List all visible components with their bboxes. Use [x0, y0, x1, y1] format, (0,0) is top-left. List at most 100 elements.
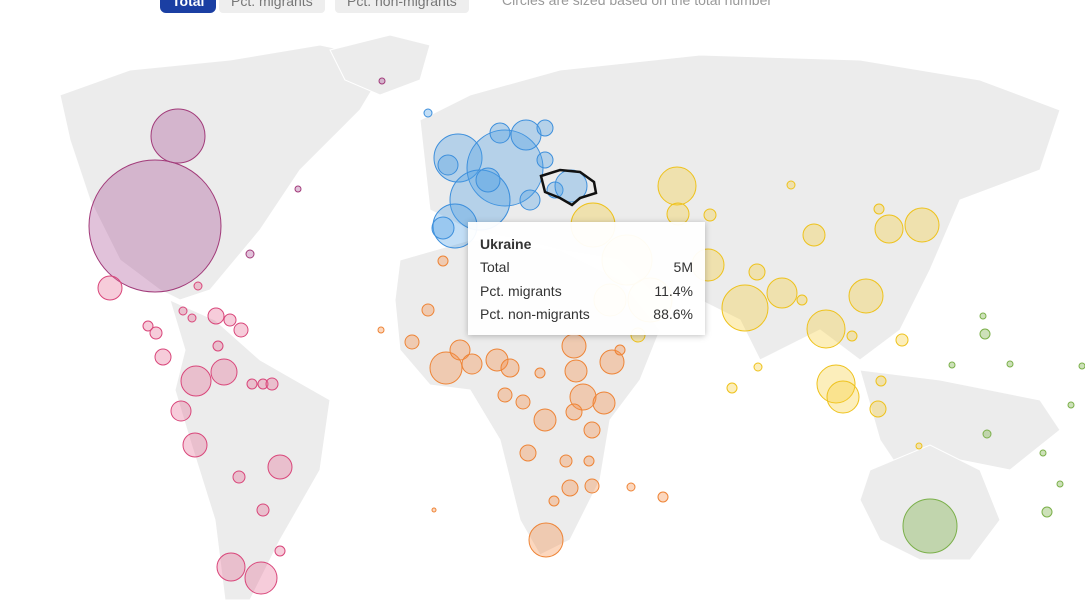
- country-bubble[interactable]: [519, 189, 541, 211]
- country-bubble[interactable]: [726, 382, 738, 394]
- country-bubble[interactable]: [489, 122, 511, 144]
- country-bubble[interactable]: [982, 429, 992, 439]
- country-bubble[interactable]: [154, 348, 172, 366]
- country-bubble[interactable]: [421, 303, 435, 317]
- country-bubble[interactable]: [657, 166, 697, 206]
- country-bubble[interactable]: [533, 408, 557, 432]
- country-bubble[interactable]: [149, 326, 163, 340]
- country-bubble[interactable]: [150, 108, 206, 164]
- country-bubble[interactable]: [88, 159, 222, 293]
- country-bubble[interactable]: [536, 119, 554, 137]
- country-bubble[interactable]: [515, 394, 531, 410]
- country-bubble[interactable]: [210, 358, 238, 386]
- country-bubble[interactable]: [806, 309, 846, 349]
- country-bubble[interactable]: [753, 362, 763, 372]
- country-bubble[interactable]: [1067, 401, 1075, 409]
- button[interactable]: Pct. migrants: [219, 0, 325, 13]
- country-bubble[interactable]: [377, 326, 385, 334]
- country-bubble[interactable]: [265, 377, 279, 391]
- country-bubble[interactable]: [1056, 480, 1064, 488]
- country-bubble[interactable]: [564, 359, 588, 383]
- country-bubble[interactable]: [437, 255, 449, 267]
- button[interactable]: Pct. non-migrants: [335, 0, 469, 13]
- country-bubble[interactable]: [475, 167, 501, 193]
- button[interactable]: Total: [160, 0, 217, 13]
- country-bubble[interactable]: [246, 378, 258, 390]
- country-bubble[interactable]: [294, 185, 302, 193]
- country-bubble[interactable]: [904, 207, 940, 243]
- country-bubble[interactable]: [766, 277, 798, 309]
- country-bubble[interactable]: [97, 275, 123, 301]
- country-bubble[interactable]: [915, 442, 923, 450]
- country-bubble[interactable]: [534, 367, 546, 379]
- country-bubble[interactable]: [193, 281, 203, 291]
- country-bubble[interactable]: [548, 495, 560, 507]
- country-bubble[interactable]: [1078, 362, 1085, 370]
- country-bubble[interactable]: [245, 249, 255, 259]
- country-bubble[interactable]: [244, 561, 278, 595]
- country-bubble[interactable]: [449, 339, 471, 361]
- country-bubble[interactable]: [826, 380, 860, 414]
- country-bubble[interactable]: [431, 507, 437, 513]
- country-bubble[interactable]: [748, 263, 766, 281]
- country-bubble[interactable]: [1039, 449, 1047, 457]
- country-bubble[interactable]: [437, 154, 459, 176]
- country-bubble[interactable]: [433, 133, 483, 183]
- country-bubble[interactable]: [559, 454, 573, 468]
- country-bubble[interactable]: [500, 358, 520, 378]
- country-bubble[interactable]: [786, 180, 796, 190]
- country-bubble[interactable]: [565, 403, 583, 421]
- country-bubble[interactable]: [223, 313, 237, 327]
- country-bubble[interactable]: [233, 322, 249, 338]
- country-bubble[interactable]: [256, 503, 270, 517]
- country-bubble[interactable]: [216, 552, 246, 582]
- country-bubble[interactable]: [846, 330, 858, 342]
- country-bubble[interactable]: [599, 349, 625, 375]
- country-bubble[interactable]: [802, 223, 826, 247]
- country-bubble[interactable]: [569, 383, 597, 411]
- country-bubble[interactable]: [212, 340, 224, 352]
- country-bubble[interactable]: [584, 478, 600, 494]
- country-bubble[interactable]: [1006, 360, 1014, 368]
- country-bubble[interactable]: [979, 328, 991, 340]
- country-bubble[interactable]: [948, 361, 956, 369]
- country-bubble[interactable]: [510, 119, 542, 151]
- country-bubble[interactable]: [431, 216, 455, 240]
- country-bubble[interactable]: [875, 375, 887, 387]
- country-bubble[interactable]: [721, 284, 769, 332]
- country-bubble[interactable]: [142, 320, 154, 332]
- country-bubble[interactable]: [519, 444, 537, 462]
- country-bubble[interactable]: [1041, 506, 1053, 518]
- country-bubble[interactable]: [536, 151, 554, 169]
- country-bubble[interactable]: [180, 365, 212, 397]
- country-bubble[interactable]: [874, 214, 904, 244]
- country-bubble[interactable]: [232, 470, 246, 484]
- country-bubble[interactable]: [979, 312, 987, 320]
- country-bubble[interactable]: [816, 364, 856, 404]
- country-bubble[interactable]: [626, 482, 636, 492]
- country-bubble[interactable]: [583, 421, 601, 439]
- country-bubble[interactable]: [796, 294, 808, 306]
- country-bubble[interactable]: [703, 208, 717, 222]
- country-bubble[interactable]: [429, 351, 463, 385]
- country-bubble[interactable]: [274, 545, 286, 557]
- country-bubble[interactable]: [404, 334, 420, 350]
- country-bubble[interactable]: [848, 278, 884, 314]
- country-bubble[interactable]: [561, 333, 587, 359]
- country-bubble[interactable]: [583, 455, 595, 467]
- country-bubble[interactable]: [528, 522, 564, 558]
- country-bubble[interactable]: [207, 307, 225, 325]
- country-bubble[interactable]: [614, 344, 626, 356]
- country-bubble[interactable]: [178, 306, 188, 316]
- country-bubble[interactable]: [869, 400, 887, 418]
- country-bubble[interactable]: [497, 387, 513, 403]
- country-bubble[interactable]: [267, 454, 293, 480]
- country-bubble[interactable]: [461, 353, 483, 375]
- country-bubble[interactable]: [423, 108, 433, 118]
- country-bubble[interactable]: [170, 400, 192, 422]
- country-bubble[interactable]: [561, 479, 579, 497]
- country-bubble[interactable]: [657, 491, 669, 503]
- country-bubble[interactable]: [592, 391, 616, 415]
- country-bubble[interactable]: [187, 313, 197, 323]
- country-bubble[interactable]: [485, 348, 509, 372]
